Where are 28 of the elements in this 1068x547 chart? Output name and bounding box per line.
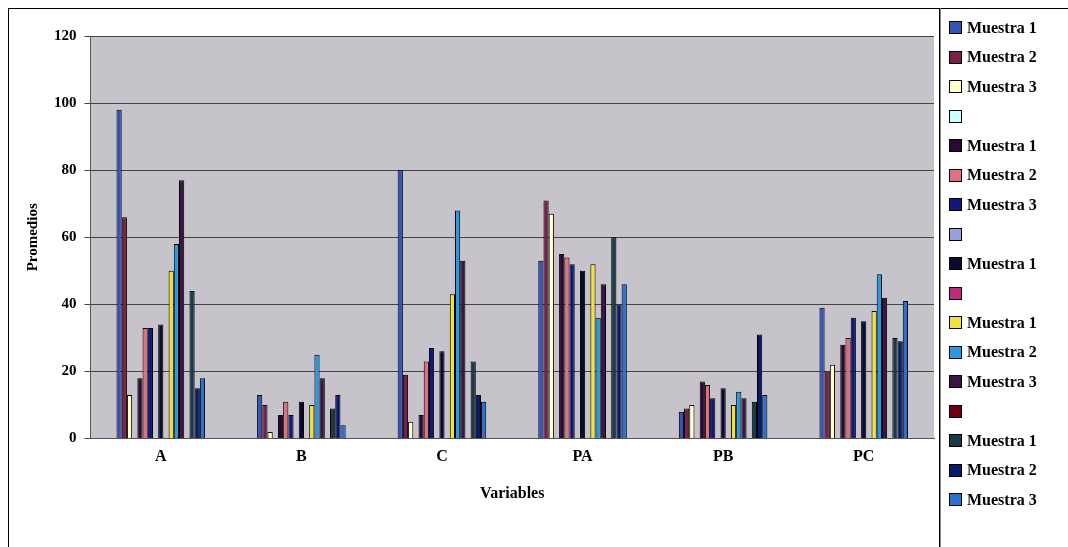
x-tick-label: PB (712, 447, 734, 465)
y-tick-label: 0 (69, 429, 77, 446)
y-tick-label: 120 (54, 26, 77, 43)
legend-label: Muestra 1 (967, 254, 1037, 273)
y-tick-label: 60 (61, 228, 77, 245)
legend-label: Muestra 2 (967, 461, 1037, 480)
x-tick-label: C (436, 447, 448, 465)
x-tick-label: B (296, 447, 308, 465)
legend-label: Muestra 2 (967, 48, 1037, 67)
x-tick-label: PA (572, 447, 594, 465)
x-tick-label: PC (853, 447, 875, 465)
legend-label: Muestra 1 (967, 313, 1037, 332)
legend-label: Muestra 2 (967, 343, 1037, 362)
y-tick-label: 40 (61, 295, 77, 312)
y-tick-label: 80 (61, 161, 77, 178)
legend-label: Muestra 3 (967, 490, 1037, 509)
x-tick-label: A (155, 447, 168, 465)
y-tick-label: 100 (54, 93, 77, 110)
legend-label: Muestra 1 (967, 431, 1037, 450)
y-axis-title: Promedios (23, 203, 40, 272)
x-axis-title: Variables (480, 483, 545, 501)
y-tick-label: 20 (61, 362, 77, 379)
legend-label: Muestra 3 (967, 372, 1037, 391)
legend-label: Muestra 1 (967, 18, 1037, 37)
legend-label: Muestra 3 (967, 195, 1037, 214)
legend-label: Muestra 1 (967, 136, 1037, 155)
legend-label: Muestra 2 (967, 166, 1037, 185)
legend-label: Muestra 3 (967, 77, 1037, 96)
